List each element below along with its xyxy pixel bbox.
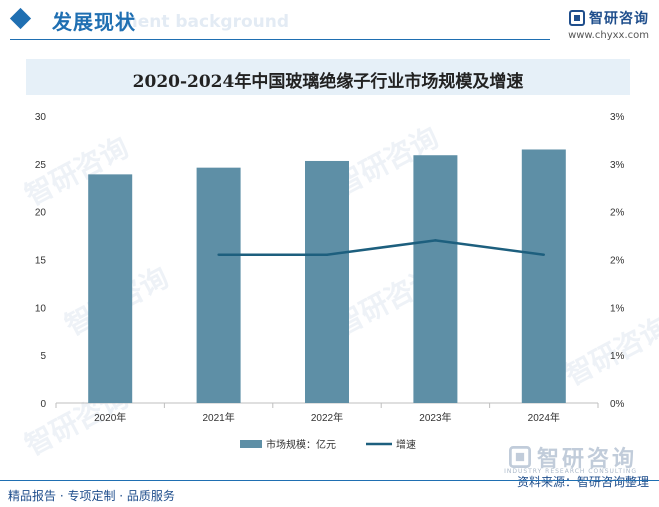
footer-divider (0, 480, 659, 481)
brand-logo-icon (569, 10, 585, 26)
chart-title-bar: 2020-2024年中国玻璃绝缘子行业市场规模及增速 (26, 59, 630, 95)
y-left-tick-label: 5 (40, 351, 46, 362)
brand-logo: 智研咨询 (569, 8, 649, 28)
y-left-tick-label: 15 (35, 256, 47, 267)
bar (88, 174, 133, 403)
growth-point (217, 253, 220, 256)
bar (196, 167, 241, 403)
y-right-tick-label: 1% (610, 351, 625, 362)
y-right-tick-label: 2% (610, 256, 625, 267)
bar (305, 160, 349, 403)
page-header: ment background 发展现状 智研咨询 www.chyxx.com (0, 0, 659, 44)
watermark-logo: 智研咨询 (508, 441, 637, 473)
growth-point (542, 253, 545, 256)
legend-label-market-size: 市场规模：亿元 (266, 438, 336, 451)
y-left-tick-label: 10 (35, 303, 47, 314)
brand-url: www.chyxx.com (568, 30, 649, 41)
watermark-logo-subtext: INDUSTRY RESEARCH CONSULTING (504, 468, 637, 475)
y-right-tick-label: 1% (610, 303, 625, 314)
bar (413, 155, 458, 403)
growth-point (325, 253, 329, 256)
brand-name: 智研咨询 (589, 11, 649, 27)
growth-line (218, 239, 544, 256)
legend-swatch-bar (240, 440, 262, 448)
footer-slogan: 精品报告 · 专项定制 · 品质服务 (8, 489, 175, 503)
chart-title: 2020-2024年中国玻璃绝缘子行业市场规模及增速 (132, 72, 524, 92)
section-title: 发展现状 (52, 10, 136, 34)
header-divider (10, 39, 550, 40)
y-left-tick-label: 0 (40, 399, 46, 410)
y-right-tick-label: 3% (610, 160, 625, 171)
y-right-tick-label: 0% (610, 399, 625, 410)
watermark-logo-text: 智研咨询 (536, 447, 637, 472)
y-right-tick-label: 3% (610, 112, 625, 123)
y-right-tick-label: 2% (610, 208, 625, 219)
x-tick-label: 2022年 (311, 411, 343, 424)
source-note: 资料来源：智研咨询整理 (516, 475, 649, 489)
x-tick-label: 2024年 (528, 411, 560, 424)
y-left-tick-label: 25 (35, 160, 47, 171)
watermark-logo-icon (508, 446, 531, 468)
legend-label-growth: 增速 (396, 438, 416, 451)
header-background-text: ment background (120, 12, 290, 32)
y-left-tick-label: 20 (35, 208, 47, 219)
x-tick-label: 2020年 (94, 411, 126, 424)
y-left-tick-label: 30 (35, 112, 47, 123)
x-tick-label: 2021年 (202, 411, 234, 424)
x-tick-label: 2023年 (419, 411, 451, 424)
bar (521, 149, 566, 403)
growth-point (434, 239, 437, 242)
